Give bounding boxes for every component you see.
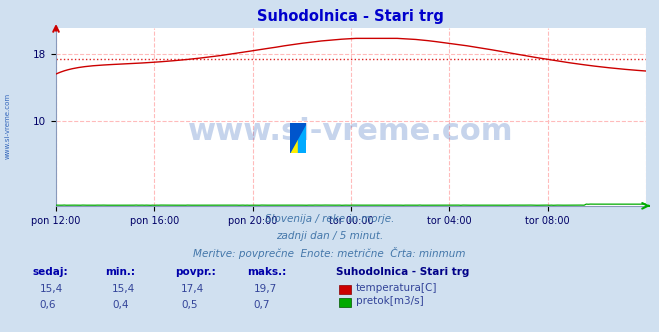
Text: povpr.:: povpr.: — [175, 267, 215, 277]
Text: Meritve: povprečne  Enote: metrične  Črta: minmum: Meritve: povprečne Enote: metrične Črta:… — [193, 247, 466, 259]
Text: 0,4: 0,4 — [112, 300, 129, 310]
Text: 0,7: 0,7 — [254, 300, 270, 310]
Polygon shape — [290, 123, 306, 153]
Text: zadnji dan / 5 minut.: zadnji dan / 5 minut. — [276, 231, 383, 241]
Text: 15,4: 15,4 — [112, 284, 135, 294]
Bar — [298, 123, 306, 153]
Text: Suhodolnica - Stari trg: Suhodolnica - Stari trg — [336, 267, 469, 277]
Text: 0,5: 0,5 — [181, 300, 198, 310]
Text: www.si-vreme.com: www.si-vreme.com — [5, 93, 11, 159]
Text: Slovenija / reke in morje.: Slovenija / reke in morje. — [265, 214, 394, 224]
Text: www.si-vreme.com: www.si-vreme.com — [188, 117, 513, 146]
Title: Suhodolnica - Stari trg: Suhodolnica - Stari trg — [258, 9, 444, 24]
Text: 19,7: 19,7 — [254, 284, 277, 294]
Text: 17,4: 17,4 — [181, 284, 204, 294]
Text: pretok[m3/s]: pretok[m3/s] — [356, 296, 424, 306]
Bar — [290, 123, 298, 153]
Text: sedaj:: sedaj: — [33, 267, 69, 277]
Text: 15,4: 15,4 — [40, 284, 63, 294]
Text: min.:: min.: — [105, 267, 136, 277]
Text: maks.:: maks.: — [247, 267, 287, 277]
Text: 0,6: 0,6 — [40, 300, 56, 310]
Text: temperatura[C]: temperatura[C] — [356, 283, 438, 293]
